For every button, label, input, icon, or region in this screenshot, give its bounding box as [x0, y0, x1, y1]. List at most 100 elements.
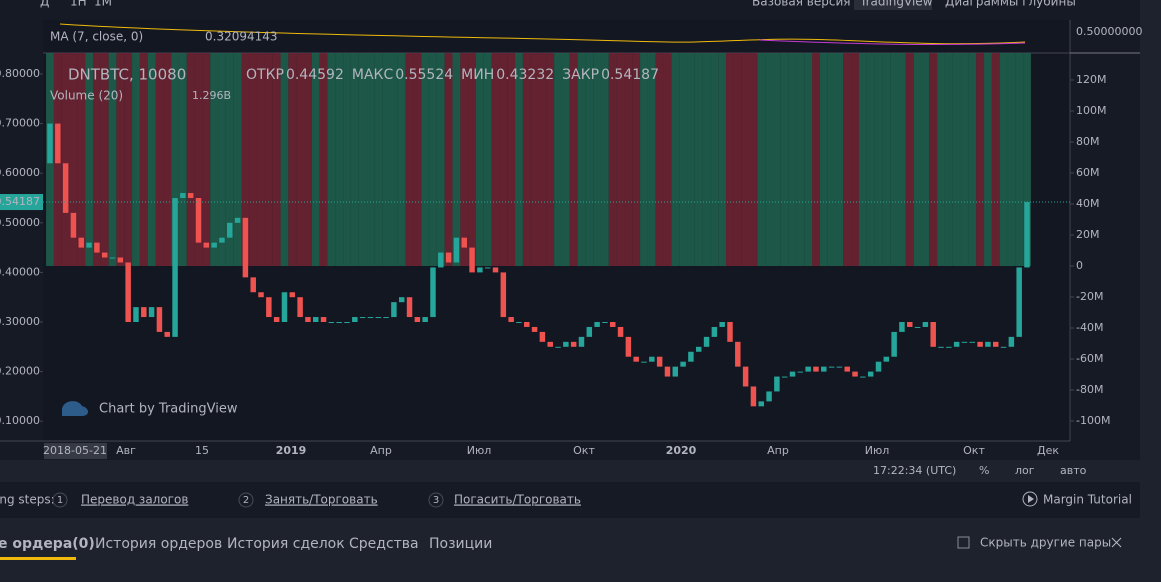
volume-column	[561, 53, 570, 266]
volume-column	[905, 53, 914, 266]
play-icon[interactable]	[1022, 491, 1038, 507]
steps-prefix: ing steps:	[0, 493, 55, 507]
volume-column	[483, 53, 492, 266]
auto[interactable]: авто	[1060, 464, 1087, 477]
tab[interactable]: е ордера(0)	[0, 536, 95, 552]
volume-column	[264, 53, 273, 266]
view-tab[interactable]: TradingView	[859, 0, 933, 9]
ohlc-label: ОТКР	[246, 67, 284, 83]
interval[interactable]: 1Н	[70, 0, 87, 9]
candle-body	[735, 341, 741, 367]
volume-column	[194, 53, 203, 266]
candle-body	[164, 331, 170, 337]
tv-tab-bg	[854, 0, 932, 10]
volume-column	[772, 53, 781, 266]
volume-column	[921, 53, 930, 266]
volume-column	[108, 53, 117, 266]
volume-column	[163, 53, 172, 266]
close-icon[interactable]	[1111, 537, 1122, 548]
volume-column	[304, 53, 312, 266]
candle-body	[109, 257, 116, 259]
candle-body	[594, 322, 600, 327]
v-tick-label: -20M	[1076, 290, 1103, 303]
volume-column	[280, 53, 289, 266]
log[interactable]: лог	[1015, 464, 1035, 477]
candle-body	[1016, 267, 1022, 337]
candle-body	[273, 317, 280, 322]
ohlc-label: МАКС	[352, 67, 394, 83]
volume-column	[585, 53, 594, 266]
volume-column	[171, 53, 179, 266]
candle-body	[352, 317, 358, 322]
candle-body	[883, 356, 890, 362]
candle-body	[445, 252, 452, 263]
interval[interactable]: 1М	[94, 0, 112, 9]
checkbox[interactable]	[957, 536, 970, 549]
candle-body	[258, 292, 264, 298]
volume-column	[335, 53, 344, 266]
candle-body	[430, 267, 436, 318]
candle-body	[930, 322, 936, 347]
tab[interactable]: Средства	[349, 536, 419, 552]
tab[interactable]: История ордеров	[95, 536, 222, 552]
volume-column	[296, 53, 305, 266]
candle-body	[281, 292, 288, 322]
candle-body	[516, 322, 522, 323]
volume-column	[249, 53, 258, 266]
ohlc-value: 0.43232	[496, 67, 554, 83]
candle-body	[453, 237, 460, 263]
step-label[interactable]: Погасить/Торговать	[454, 493, 581, 507]
candle-body	[797, 371, 804, 373]
candle-body	[688, 351, 694, 362]
hide-pairs[interactable]: Скрыть другие пары	[980, 536, 1111, 550]
candle-body	[563, 341, 569, 347]
candle-body	[367, 317, 374, 319]
tab[interactable]: Позиции	[429, 536, 492, 552]
volume-column	[687, 53, 695, 266]
volume-column	[655, 53, 664, 266]
candle-body	[617, 326, 624, 337]
status-bar	[0, 460, 1140, 482]
volume-column	[647, 53, 656, 266]
y-tick-label: 0.60000	[0, 166, 40, 179]
volume-column	[507, 53, 516, 266]
percent[interactable]: %	[979, 464, 989, 477]
orders-panel	[0, 518, 1161, 582]
volume-column	[85, 53, 93, 266]
interval[interactable]: Д	[40, 0, 49, 9]
candle-body	[985, 341, 991, 347]
ohlc-value: 0.44592	[286, 67, 344, 83]
volume-column	[858, 53, 867, 266]
candle-body	[469, 247, 475, 273]
volume-column	[819, 53, 828, 266]
view-tab[interactable]: Базовая версия	[752, 0, 850, 9]
volume-column	[1007, 53, 1016, 266]
candle-body	[914, 326, 921, 328]
volume-column	[522, 53, 531, 266]
candle-body	[781, 376, 788, 378]
candle-body	[649, 356, 655, 362]
volume-column	[671, 53, 680, 266]
candle-body	[70, 212, 77, 238]
volume-column	[874, 53, 883, 266]
volume-column	[796, 53, 805, 266]
view-tab[interactable]: Диаграммы глубины	[945, 0, 1076, 9]
tab[interactable]: История сделок	[227, 536, 345, 552]
volume-column	[663, 53, 672, 266]
candle-body	[766, 391, 772, 402]
candle-body	[313, 317, 319, 322]
candle-body	[680, 361, 686, 367]
volume-column	[952, 53, 961, 266]
y-tick-label: 0.40000	[0, 265, 40, 278]
candle-body	[242, 217, 249, 278]
step-label[interactable]: Перевод залогов	[81, 493, 188, 507]
volume-column	[475, 53, 484, 266]
candle-body	[953, 341, 960, 347]
tutorial[interactable]: Margin Tutorial	[1043, 493, 1132, 507]
candle-body	[625, 336, 632, 357]
candle-body	[203, 242, 210, 248]
step-label[interactable]: Занять/Торговать	[265, 493, 378, 507]
volume-column	[413, 53, 422, 266]
volume-column	[835, 53, 844, 266]
volume-column	[749, 53, 758, 266]
